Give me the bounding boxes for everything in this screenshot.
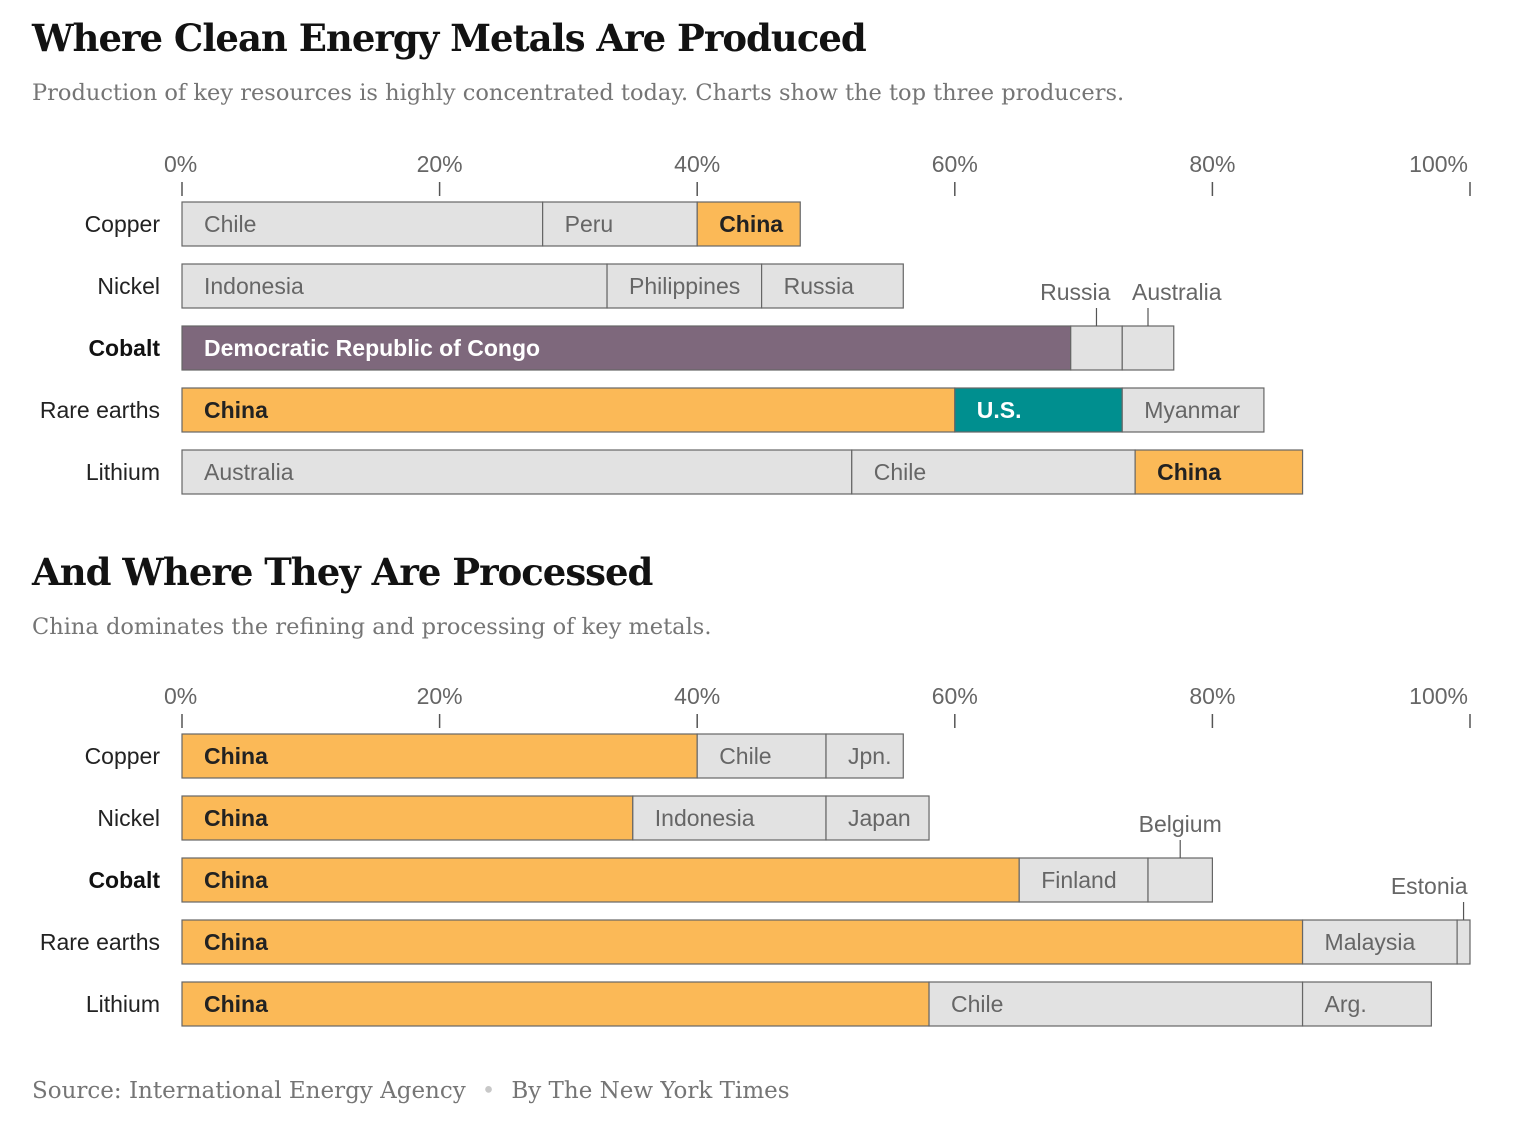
bar-segment [181, 263, 608, 309]
bar-segment [1301, 981, 1432, 1027]
x-tick-label: 0% [164, 683, 197, 709]
segment-label: Chile [204, 211, 256, 237]
segment-label: Indonesia [655, 805, 755, 831]
segment-label: Arg. [1325, 991, 1367, 1017]
callout-label: Australia [1132, 279, 1222, 305]
category-label: Copper [85, 211, 161, 237]
bar-segment [181, 919, 1304, 965]
x-tick-label: 100% [1409, 683, 1468, 709]
x-tick-label: 60% [932, 151, 978, 177]
bar-segment [181, 325, 1072, 371]
category-label: Lithium [86, 991, 160, 1017]
category-label: Lithium [86, 459, 160, 485]
segment-label: Philippines [629, 273, 740, 299]
bar-segment [181, 201, 544, 247]
segment-label: China [204, 929, 268, 955]
segment-label: Malaysia [1325, 929, 1416, 955]
processing-bar-chart: 0% 20% 40% 60% 80% 100% Copper China Chile Jpn. Ni… [40, 683, 1471, 1027]
segment-label: China [204, 397, 268, 423]
bar-segment [851, 449, 1136, 495]
segment-label: Peru [565, 211, 614, 237]
bar-segment [1070, 325, 1123, 371]
bar-segment [632, 795, 827, 841]
category-label: Copper [85, 743, 161, 769]
bar-segment [1456, 919, 1471, 965]
segment-label: Myanmar [1144, 397, 1240, 423]
bar-segment [1134, 449, 1304, 495]
bar-segment [825, 733, 904, 779]
segment-label: China [204, 867, 268, 893]
bar-segment [1301, 919, 1458, 965]
segment-label: China [204, 991, 268, 1017]
segment-label: China [719, 211, 783, 237]
segment-label: Democratic Republic of Congo [204, 335, 540, 361]
bar-segment [181, 857, 1020, 903]
x-tick-label: 80% [1189, 683, 1235, 709]
callout-label: Estonia [1391, 873, 1468, 899]
bar-segment [760, 263, 904, 309]
segment-label: U.S. [977, 397, 1022, 423]
category-label: Cobalt [88, 867, 160, 893]
category-label: Rare earths [40, 397, 160, 423]
segment-label: Indonesia [204, 273, 304, 299]
separator-dot: • [481, 1078, 496, 1104]
segment-label: Australia [204, 459, 294, 485]
credit-text: By The New York Times [511, 1078, 790, 1104]
x-tick-label: 40% [674, 151, 720, 177]
chart-1-title: Where Clean Energy Metals Are Produced [32, 16, 867, 60]
segment-label: Chile [874, 459, 926, 485]
segment-label: China [1157, 459, 1221, 485]
chart-2-title: And Where They Are Processed [32, 550, 653, 594]
x-tick-label: 20% [417, 151, 463, 177]
chart-2-subtitle: China dominates the refining and process… [32, 614, 712, 640]
category-label: Nickel [97, 273, 160, 299]
bar-segment [696, 201, 801, 247]
segment-label: Japan [848, 805, 911, 831]
x-tick-label: 40% [674, 683, 720, 709]
source-footer: Source: International Energy Agency • By T… [32, 1078, 790, 1104]
bar-segment [696, 733, 827, 779]
callout-label: Russia [1040, 279, 1111, 305]
bar-segment [181, 981, 930, 1027]
segment-label: Jpn. [848, 743, 891, 769]
segment-label: Chile [951, 991, 1003, 1017]
category-label: Cobalt [88, 335, 160, 361]
bar-segment [825, 795, 930, 841]
category-label: Rare earths [40, 929, 160, 955]
bar-segment [181, 795, 634, 841]
segment-label: China [204, 805, 268, 831]
bar-segment [1121, 387, 1265, 433]
segment-label: China [204, 743, 268, 769]
x-tick-label: 20% [417, 683, 463, 709]
category-label: Nickel [97, 805, 160, 831]
chart-1-subtitle: Production of key resources is highly co… [32, 80, 1125, 106]
source-text: Source: International Energy Agency [32, 1078, 466, 1104]
segment-label: Chile [719, 743, 771, 769]
bar-segment [928, 981, 1304, 1027]
bar-segment [1121, 325, 1175, 371]
segment-label: Finland [1041, 867, 1116, 893]
bar-segment [1147, 857, 1214, 903]
callout-label: Belgium [1139, 811, 1222, 837]
bar-segment [954, 387, 1123, 433]
bar-segment [181, 733, 698, 779]
bar-segment [606, 263, 763, 309]
x-tick-label: 0% [164, 151, 197, 177]
x-tick-label: 80% [1189, 151, 1235, 177]
bar-segment [181, 387, 956, 433]
x-tick-label: 60% [932, 683, 978, 709]
production-bar-chart: 0% 20% 40% 60% 80% 100% Copper Chile Peru China Ni… [40, 151, 1471, 495]
segment-label: Russia [784, 273, 855, 299]
x-tick-label: 100% [1409, 151, 1468, 177]
